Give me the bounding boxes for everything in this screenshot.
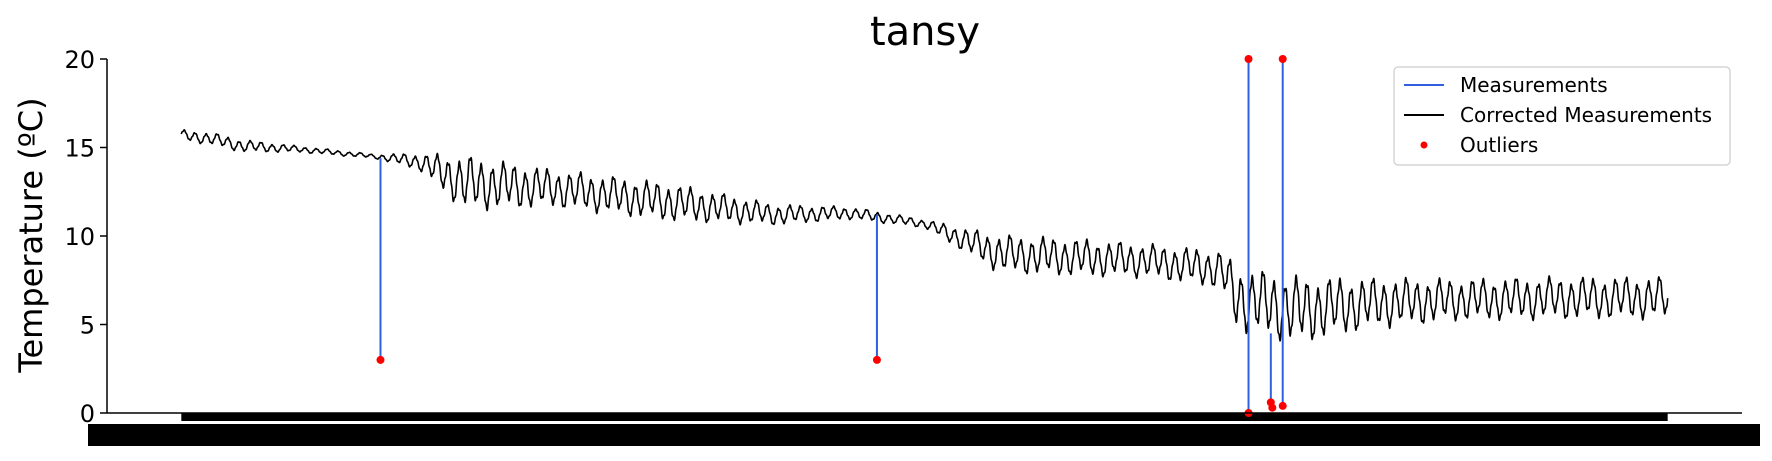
outlier-point xyxy=(376,355,385,364)
y-axis-ticks: 0 5 10 15 20 xyxy=(64,46,107,428)
outlier-point xyxy=(872,355,881,364)
x-tick-band xyxy=(181,413,1668,421)
legend: Measurements Corrected Measurements Outl… xyxy=(1393,66,1731,166)
legend-frame xyxy=(1393,66,1731,166)
outlier-point xyxy=(1278,401,1287,410)
outlier-points xyxy=(376,55,1287,417)
plot-area: 0 5 10 15 20 xyxy=(64,46,1760,446)
legend-label-measurements: Measurements xyxy=(1460,73,1608,97)
y-tick-label: 0 xyxy=(80,400,95,428)
y-tick-label: 15 xyxy=(64,135,95,163)
legend-swatch-outliers xyxy=(1420,141,1428,149)
y-tick-label: 20 xyxy=(64,46,95,74)
outlier-point xyxy=(1244,55,1253,63)
y-axis-label: Temperature (ºC) xyxy=(12,97,50,373)
chart-title: tansy xyxy=(870,9,980,55)
x-tick-label-band xyxy=(88,424,1760,446)
measurement-spikes xyxy=(379,59,1284,413)
y-tick-label: 10 xyxy=(64,223,95,251)
outlier-point xyxy=(1278,55,1287,63)
series-line-corrected-measurements xyxy=(180,129,1669,342)
legend-label-outliers: Outliers xyxy=(1460,133,1538,157)
x-axis-ticks xyxy=(88,413,1760,446)
y-tick-label: 5 xyxy=(80,312,95,340)
outlier-point xyxy=(1268,403,1277,412)
legend-label-corrected: Corrected Measurements xyxy=(1460,103,1712,127)
